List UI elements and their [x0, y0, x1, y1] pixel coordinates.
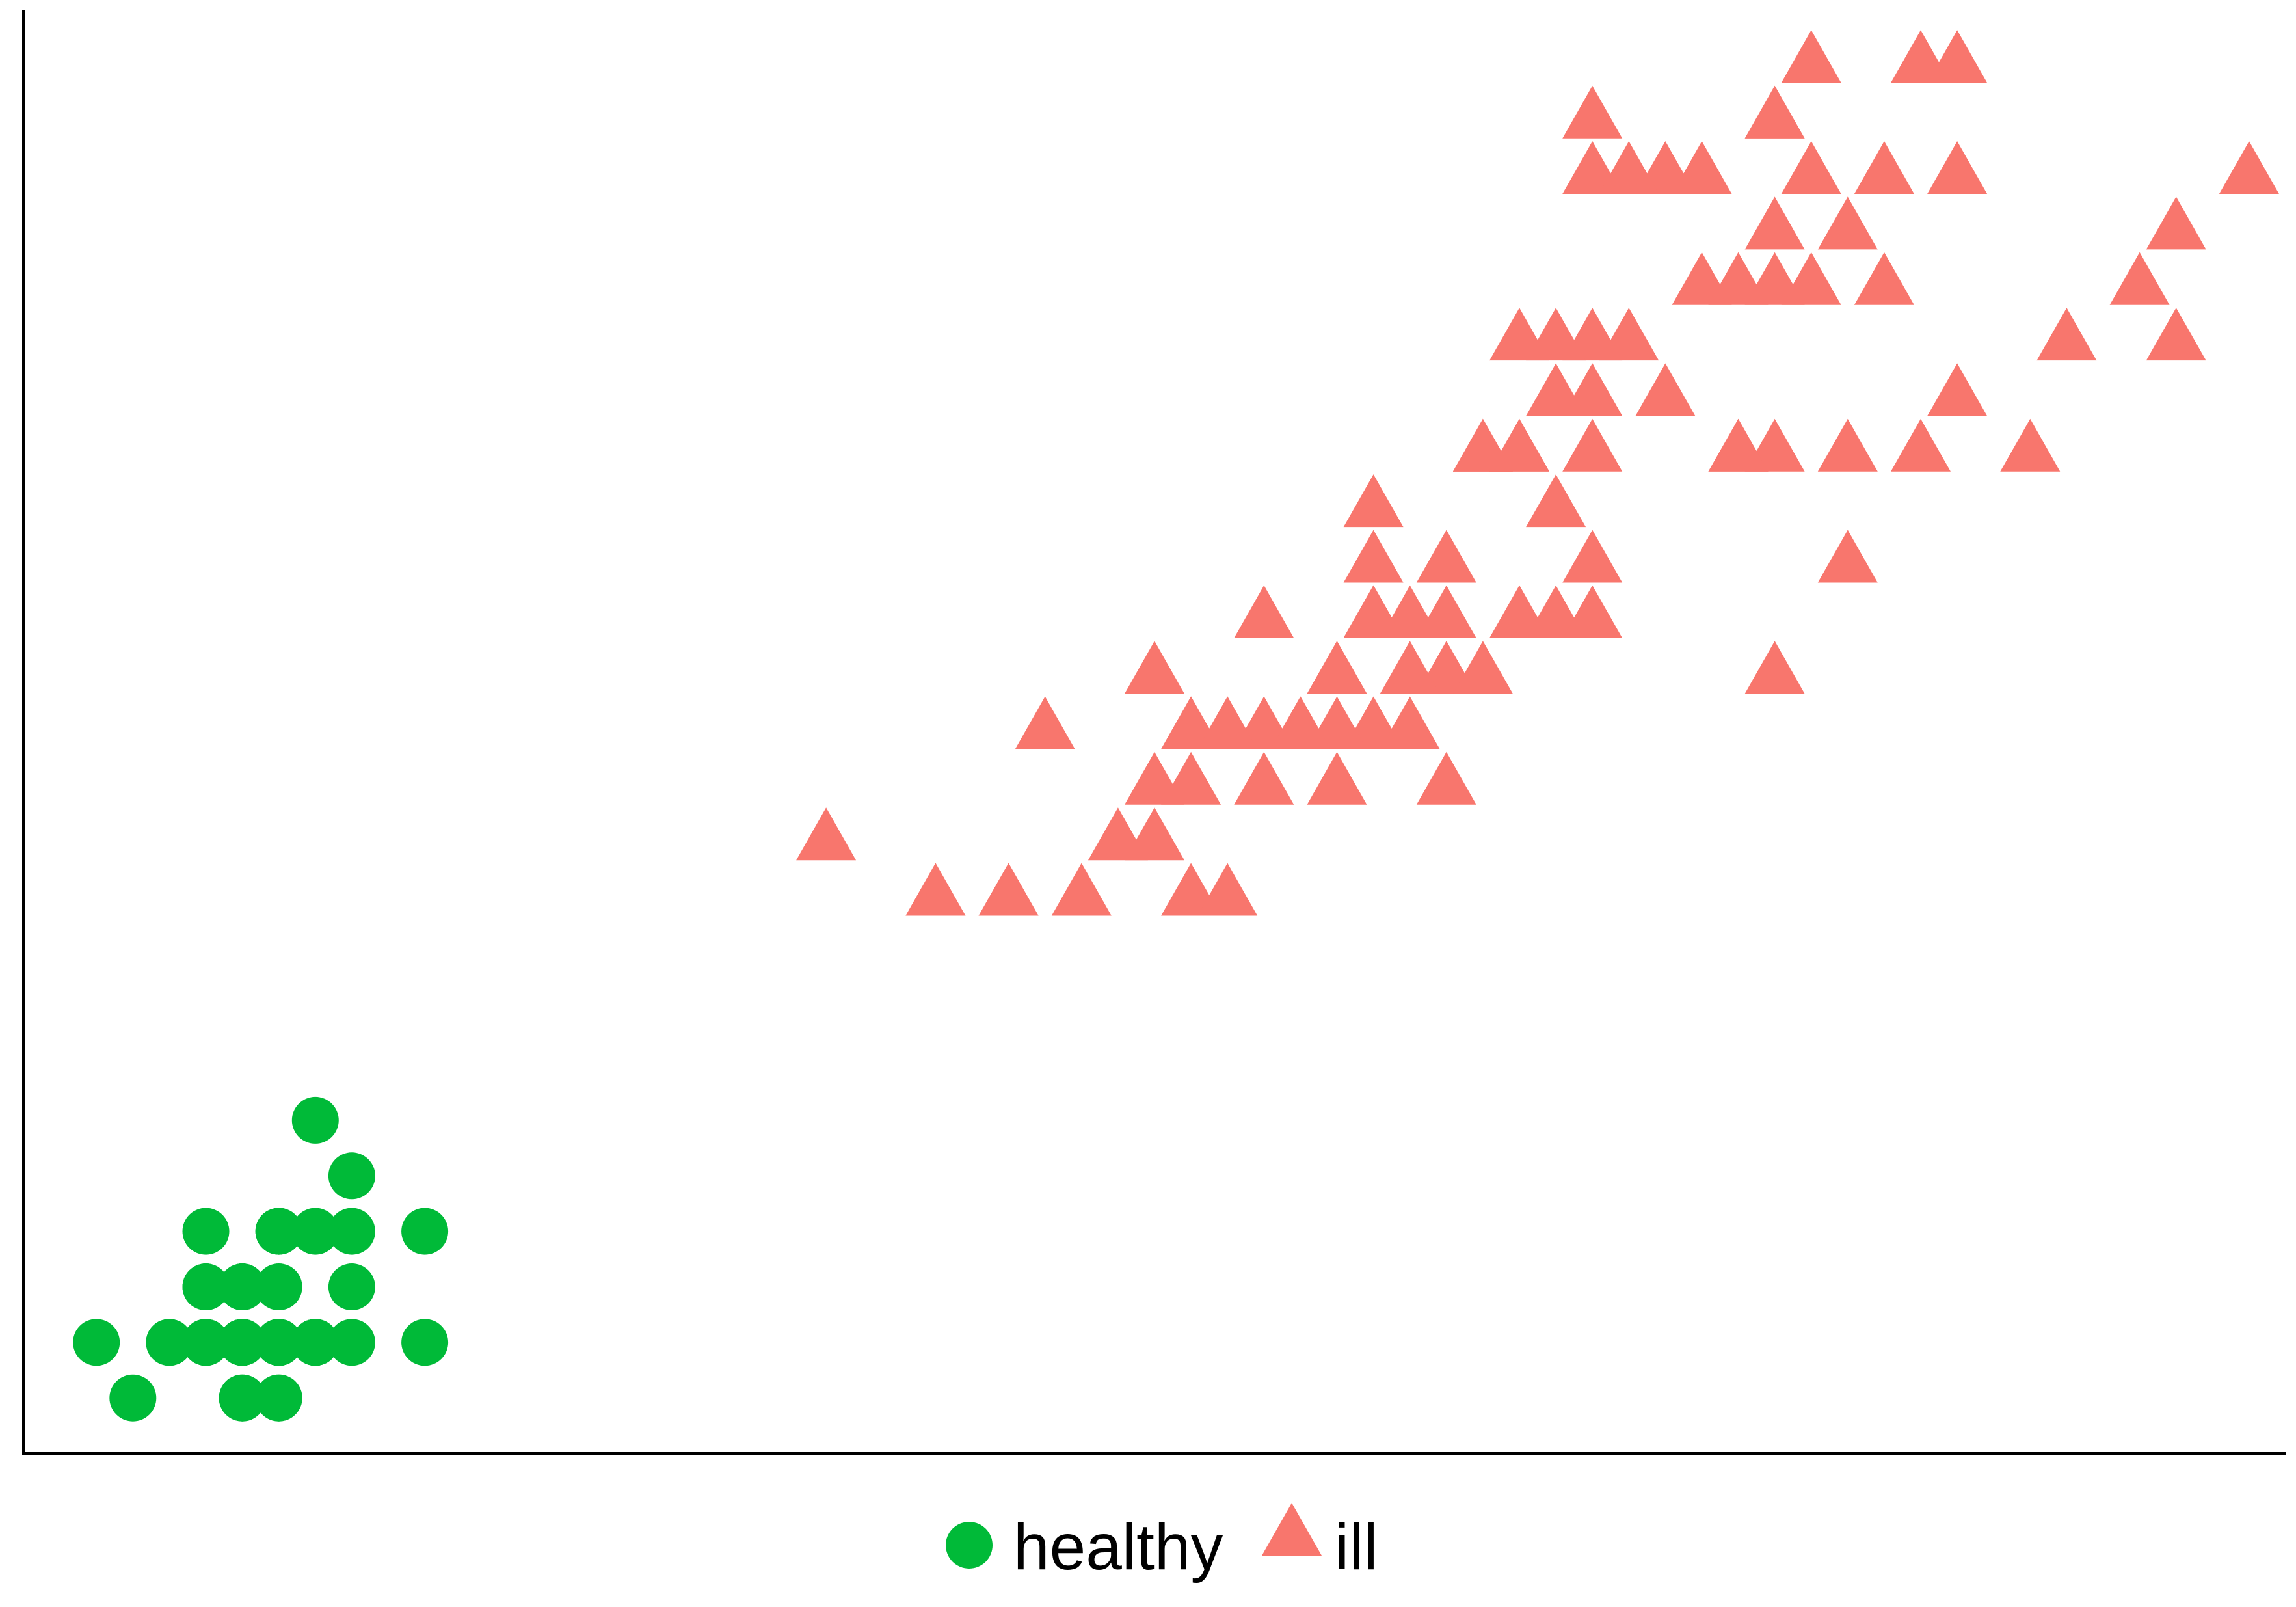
point-ill-99 [1562, 418, 1623, 472]
point-ill-25 [1307, 641, 1367, 694]
legend-key-healthy [946, 1522, 993, 1569]
series-ill [796, 30, 2279, 916]
legend-key-ill [1262, 1503, 1322, 1556]
point-ill-79 [1817, 530, 1878, 583]
point-ill-67 [2146, 196, 2206, 250]
point-ill-80 [1927, 363, 1988, 416]
point-ill-90 [1744, 85, 1805, 139]
point-healthy-35 [146, 1319, 193, 1366]
point-healthy-20 [328, 1319, 375, 1366]
point-ill-97 [1599, 308, 1659, 361]
point-healthy-49 [219, 1319, 266, 1366]
point-healthy-24 [401, 1319, 449, 1366]
legend: healthy ill [946, 1503, 1378, 1584]
point-ill-82 [1744, 196, 1805, 250]
point-ill-64 [1562, 85, 1623, 139]
point-ill-72 [2146, 308, 2206, 361]
point-ill-96 [1526, 363, 1586, 416]
point-ill-23 [1416, 751, 1476, 805]
point-ill-84 [1744, 641, 1805, 694]
point-healthy-46 [291, 1319, 339, 1366]
point-ill-56 [1343, 474, 1404, 528]
point-ill-57 [2000, 418, 2061, 472]
point-ill-6 [1416, 530, 1476, 583]
point-ill-48 [796, 807, 857, 861]
point-ill-9 [1125, 641, 1184, 694]
point-ill-49 [1197, 696, 1258, 749]
point-ill-31 [1051, 863, 1112, 916]
point-ill-41 [1380, 641, 1440, 694]
point-ill-29 [978, 863, 1039, 916]
point-ill-43 [905, 863, 966, 916]
point-healthy-31 [255, 1208, 302, 1255]
point-ill-75 [1891, 418, 1951, 472]
point-ill-87 [1708, 418, 1769, 472]
point-ill-71 [1489, 308, 1549, 361]
point-ill-95 [1599, 141, 1659, 194]
point-ill-40 [1307, 751, 1367, 805]
point-ill-17 [1197, 863, 1258, 916]
point-ill-54 [1817, 196, 1878, 250]
point-ill-81 [2036, 308, 2097, 361]
point-ill-52 [1854, 252, 1914, 305]
point-ill-68 [2219, 141, 2279, 194]
point-healthy-43 [291, 1096, 339, 1144]
point-ill-58 [1817, 418, 1878, 472]
point-ill-45 [1234, 751, 1294, 805]
point-ill-89 [1672, 252, 1732, 305]
point-healthy-19 [255, 1263, 302, 1310]
point-healthy-13 [109, 1374, 157, 1422]
point-healthy-23 [328, 1152, 375, 1200]
point-ill-30 [1088, 807, 1148, 861]
point-healthy-48 [255, 1319, 302, 1366]
point-healthy-18 [328, 1263, 375, 1310]
point-healthy-41 [182, 1263, 230, 1310]
plot-area [73, 30, 2279, 1422]
point-ill-42 [1161, 751, 1221, 805]
point-ill-36 [1416, 585, 1476, 638]
point-ill-27 [1526, 474, 1586, 528]
point-ill-94 [1781, 30, 1841, 83]
point-healthy-5 [328, 1208, 375, 1255]
series-healthy [73, 1096, 449, 1422]
point-ill-11 [1234, 585, 1294, 638]
point-ill-34 [1343, 585, 1404, 638]
point-ill-8 [1380, 696, 1440, 749]
point-ill-61 [1635, 363, 1696, 416]
point-ill-93 [1854, 141, 1914, 194]
point-healthy-26 [291, 1208, 339, 1255]
point-ill-35 [1343, 530, 1404, 583]
point-ill-55 [2109, 252, 2170, 305]
point-ill-70 [1781, 141, 1841, 194]
point-ill-59 [1927, 30, 1988, 83]
point-ill-33 [1562, 530, 1623, 583]
point-healthy-32 [255, 1374, 302, 1422]
point-healthy-37 [219, 1374, 266, 1422]
point-ill-47 [1270, 696, 1331, 749]
legend-label-ill: ill [1335, 1511, 1378, 1584]
point-ill-14 [1015, 696, 1075, 749]
point-healthy-22 [73, 1319, 120, 1366]
point-ill-88 [1452, 418, 1513, 472]
legend-label-healthy: healthy [1013, 1511, 1223, 1584]
point-healthy-44 [401, 1208, 449, 1255]
point-healthy-45 [219, 1263, 266, 1310]
point-ill-85 [1927, 141, 1988, 194]
point-ill-98 [1672, 141, 1732, 194]
point-ill-83 [1562, 585, 1623, 638]
point-ill-78 [1744, 252, 1805, 305]
point-ill-26 [1452, 641, 1513, 694]
point-healthy-42 [182, 1319, 230, 1366]
point-healthy-16 [182, 1208, 230, 1255]
